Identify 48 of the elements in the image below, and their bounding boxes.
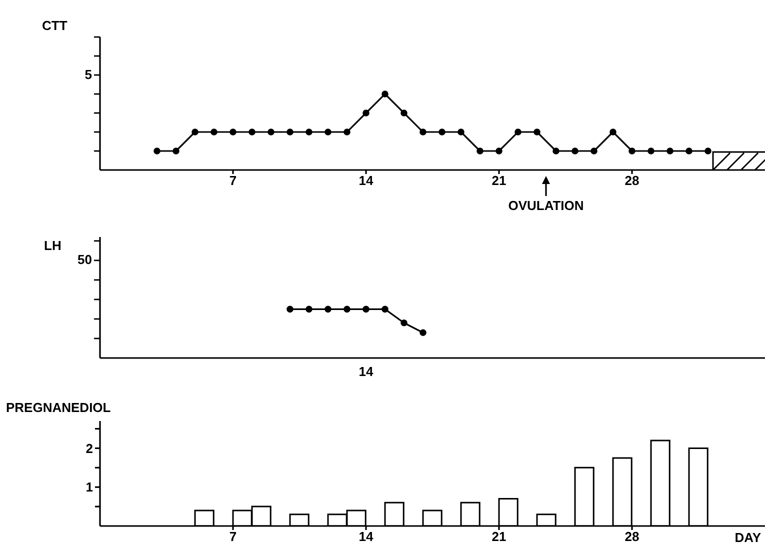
- point: [230, 128, 236, 136]
- point: [666, 148, 674, 154]
- point: [438, 128, 446, 136]
- x-tick-label: 14: [358, 529, 374, 544]
- x-tick-label: 28: [624, 529, 640, 544]
- point: [590, 148, 598, 154]
- point: [704, 148, 712, 154]
- point: [154, 148, 160, 154]
- point: [210, 128, 218, 136]
- text: 50: [78, 252, 92, 268]
- text: 5: [84, 67, 92, 82]
- y-axis-title: LH: [44, 238, 62, 253]
- y-tick-label: 2: [86, 440, 93, 456]
- x-tick-label: 14: [358, 173, 374, 188]
- point: [382, 90, 388, 98]
- point: [324, 128, 332, 136]
- x-tick-label: 21: [492, 173, 506, 188]
- y-axis-title: CTT: [42, 18, 68, 33]
- point: [344, 128, 350, 136]
- point: [628, 148, 636, 154]
- point: [458, 128, 464, 136]
- point: [648, 148, 654, 154]
- point: [534, 128, 540, 136]
- x-tick-label: 28: [624, 173, 640, 188]
- point: [248, 128, 256, 136]
- point: [514, 128, 522, 136]
- x-tick-label: 7: [229, 173, 237, 188]
- text: OVULATION: [507, 198, 585, 213]
- point: [610, 128, 616, 136]
- x-tick-label: 21: [492, 529, 506, 544]
- y-tick-label: 1: [86, 480, 93, 495]
- point: [572, 148, 578, 154]
- point: [286, 128, 294, 136]
- point: [192, 128, 198, 136]
- point: [362, 110, 370, 116]
- point: [306, 128, 312, 136]
- point: [420, 128, 426, 136]
- x-tick-label: 7: [229, 529, 237, 544]
- x-axis-title: DAY: [734, 530, 761, 545]
- point: [686, 148, 692, 154]
- y-axis-title: PREGNANEDIOL: [6, 400, 111, 415]
- text: 14: [358, 364, 374, 379]
- point: [268, 128, 274, 136]
- point: [552, 148, 560, 154]
- point: [172, 148, 180, 154]
- point: [496, 148, 502, 154]
- point: [476, 148, 484, 154]
- point: [400, 110, 408, 116]
